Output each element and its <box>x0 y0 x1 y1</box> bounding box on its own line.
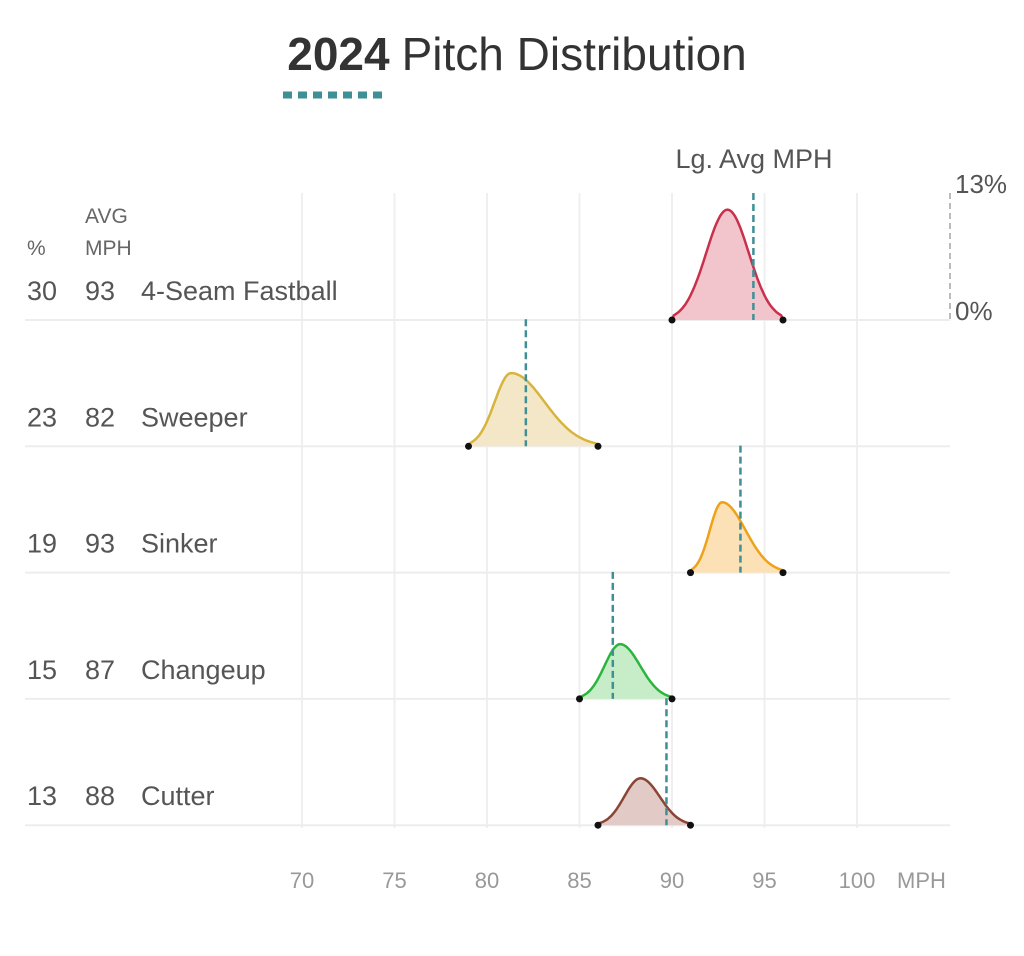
max-speed-dot <box>779 316 787 324</box>
max-speed-dot <box>687 821 694 829</box>
min-speed-dot <box>668 316 676 324</box>
x-tick-label: 70 <box>290 868 314 893</box>
x-tick-label: 80 <box>475 868 499 893</box>
density-curve <box>670 208 785 321</box>
pitch-pct: 15 <box>27 655 57 685</box>
pitch-avg-mph: 93 <box>85 529 115 559</box>
x-tick-label: 95 <box>752 868 776 893</box>
row-sinker: 19 93 Sinker <box>25 445 950 577</box>
density-curve <box>578 642 674 700</box>
density-curve <box>597 777 692 826</box>
league-avg-label: Lg. Avg MPH <box>675 144 832 174</box>
header-avg: AVG <box>85 205 128 228</box>
scale-max-label: 13% <box>955 169 1007 199</box>
pitch-avg-mph: 82 <box>85 402 115 432</box>
max-speed-dot <box>668 695 676 703</box>
pitch-avg-mph: 93 <box>85 276 115 306</box>
pitch-avg-mph: 87 <box>85 655 115 685</box>
pitch-name: Cutter <box>141 781 215 811</box>
density-curve <box>467 371 599 448</box>
x-tick-label: 85 <box>567 868 591 893</box>
scale-min-label: 0% <box>955 296 993 326</box>
row-sweeper: 23 82 Sweeper <box>25 319 950 450</box>
min-speed-dot <box>465 442 472 450</box>
pitch-pct: 19 <box>27 529 57 559</box>
title-text: Pitch Distribution <box>402 28 747 80</box>
pitch-avg-mph: 88 <box>85 781 115 811</box>
pitch-pct: 30 <box>27 276 57 306</box>
header-pct: % <box>27 237 46 260</box>
pitch-pct: 23 <box>27 402 57 432</box>
title-year: 2024 <box>287 28 390 80</box>
density-area <box>579 644 672 699</box>
max-speed-dot <box>594 442 602 450</box>
x-tick-label: 75 <box>382 868 406 893</box>
x-tick-label: 90 <box>660 868 684 893</box>
row-changeup: 15 87 Changeup <box>25 571 950 703</box>
x-tick-label: 100 <box>839 868 876 893</box>
min-speed-dot <box>594 821 602 829</box>
density-curve <box>689 501 785 574</box>
pitch-pct: 13 <box>27 781 57 811</box>
density-area <box>672 209 783 320</box>
pitch-name: 4-Seam Fastball <box>141 276 338 306</box>
row-4-seam-fastball: 30 93 4-Seam Fastball <box>25 193 950 324</box>
pitch-name: Sweeper <box>141 402 248 432</box>
row-cutter: 13 88 Cutter <box>25 698 950 829</box>
header-mph: MPH <box>85 237 132 260</box>
chart-title: 2024 Pitch Distribution <box>287 28 746 80</box>
pitch-name: Sinker <box>141 529 218 559</box>
max-speed-dot <box>779 569 787 577</box>
min-speed-dot <box>687 569 694 577</box>
min-speed-dot <box>576 695 583 703</box>
x-axis-label: MPH <box>897 868 946 893</box>
pitch-name: Changeup <box>141 655 266 685</box>
